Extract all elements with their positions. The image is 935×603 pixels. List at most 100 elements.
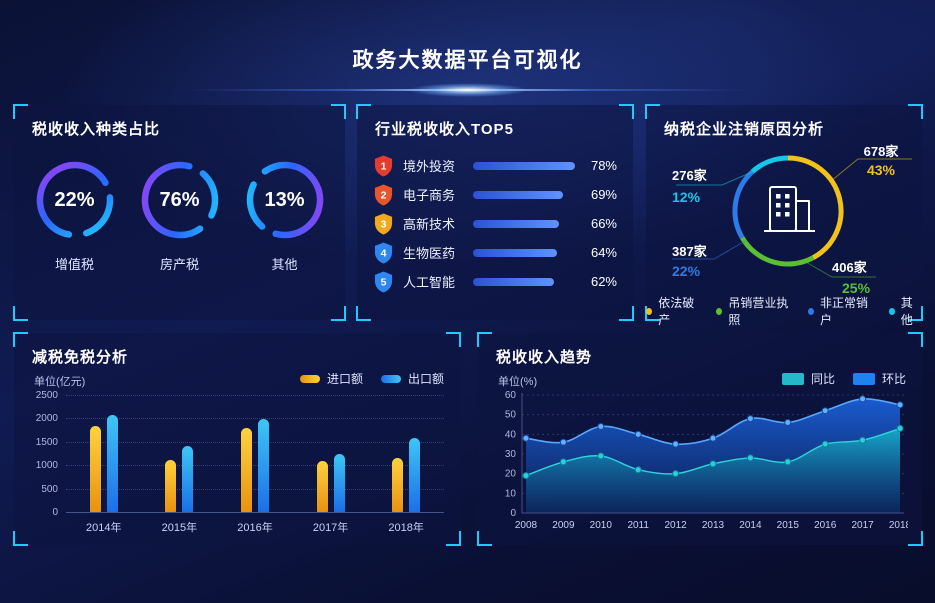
donut-ring: 13% [242, 157, 328, 243]
top5-list: 1 境外投资 78% 2 电子商务 69% 3 高新技术 66% 4 生物医药 64% 5 人工智能 62% [373, 151, 617, 296]
top5-bar-track [473, 277, 575, 286]
unit-label-yuan: 单位(亿元) [34, 376, 86, 388]
pie-callout-percent: 43% [866, 162, 896, 178]
donut-label: 房产税 [159, 257, 199, 272]
pie-slice-吊销营业执照 [739, 236, 815, 267]
top5-bar [473, 277, 555, 286]
panel-industry-top5: 行业税收收入TOP5 1 境外投资 78% 2 电子商务 69% 3 高新技术 66% 4 生物医药… [356, 104, 634, 321]
svg-text:2012: 2012 [664, 520, 687, 531]
legend-item-其他[interactable]: 其他 [888, 294, 922, 328]
rank-shield-icon: 4 [373, 241, 394, 265]
corner-bracket [908, 332, 923, 347]
panel-title: 减税免税分析 [32, 349, 129, 366]
corner-bracket [645, 104, 660, 119]
svg-text:0: 0 [510, 508, 516, 519]
area-chart-legend: 同比 环比 [781, 370, 906, 387]
legend-item-依法破产[interactable]: 依法破产 [646, 294, 701, 328]
svg-text:60: 60 [505, 391, 517, 401]
area-chart: 0 10 20 30 40 50 60 2008 2009 2010 2011 2012 2013 201… [492, 390, 912, 538]
legend-swatch [852, 372, 875, 385]
bar-出口额 [182, 446, 194, 512]
legend-label: 吊销营业执照 [728, 296, 789, 327]
pie-slice-非正常销户 [732, 169, 755, 239]
svg-text:3: 3 [381, 218, 387, 230]
pie-callout-count: 276家 [672, 168, 707, 183]
x-tick-label: 2015年 [161, 522, 198, 534]
corner-bracket [13, 332, 28, 347]
bar-进口额 [89, 426, 101, 512]
rank-shield-icon: 1 [373, 154, 394, 178]
legend-label: 出口额 [407, 372, 444, 386]
panel-title: 纳税企业注销原因分析 [664, 121, 825, 138]
top5-bar-track [473, 161, 575, 170]
svg-text:50: 50 [505, 410, 517, 421]
donut-ring: 22% [32, 157, 118, 243]
svg-text:2016: 2016 [814, 520, 837, 531]
top5-row: 4 生物医药 64% [373, 238, 617, 267]
donut-label: 增值税 [54, 257, 94, 272]
top5-value: 78% [590, 158, 617, 173]
top5-row: 3 高新技术 66% [373, 209, 617, 238]
top5-label: 电子商务 [403, 188, 456, 203]
corner-bracket [356, 306, 371, 321]
top5-value: 64% [590, 245, 617, 260]
bar-出口额 [409, 438, 421, 512]
pie-callout-count: 678家 [863, 144, 899, 159]
legend-item-进口额[interactable]: 进口额 [299, 370, 363, 387]
corner-bracket [13, 531, 28, 546]
legend-dot [888, 307, 895, 315]
corner-bracket [331, 104, 346, 119]
rank-shield-icon: 5 [373, 270, 394, 294]
top5-label: 生物医药 [403, 246, 456, 261]
y-tick-label: 2500 [35, 390, 58, 401]
x-axis-labels: 2014年 2015年 2016年 2017年 2018年 [66, 517, 444, 535]
panel-deregistration-reasons: 纳税企业注销原因分析 678家 43% 406家 25% 387家 22% 276家 12% … [645, 104, 923, 327]
gridline [66, 418, 444, 420]
bar-chart-legend: 进口额 出口额 [299, 370, 444, 387]
x-tick-label: 2014年 [86, 522, 122, 534]
legend-item-吊销营业执照[interactable]: 吊销营业执照 [716, 294, 793, 328]
y-tick-label: 500 [41, 483, 58, 495]
corner-bracket [477, 531, 492, 546]
gridline [66, 395, 444, 396]
legend-item-非正常销户[interactable]: 非正常销户 [807, 294, 874, 328]
legend-label: 依法破产 [658, 296, 695, 327]
pie-callout-percent: 12% [672, 189, 701, 205]
area-canvas: 0 10 20 30 40 50 60 2008 2009 2010 2011 2012 2013 201… [505, 390, 912, 531]
donut-row: 22% 增值税 76% 房产税 13% 其他 [14, 157, 345, 273]
svg-text:2015: 2015 [777, 520, 800, 531]
svg-text:20: 20 [505, 469, 517, 480]
svg-text:40: 40 [505, 429, 517, 440]
corner-bracket [908, 531, 923, 546]
donut-value: 76% [159, 188, 200, 211]
svg-text:30: 30 [505, 449, 517, 460]
legend-dot [807, 307, 814, 315]
legend-swatch [781, 372, 804, 385]
grouped-bar-chart: 0 500 1000 1500 2000 2500 2014年 2015年 2016年 2017年… [30, 390, 448, 535]
bar-group-2017年 [316, 395, 345, 512]
donut-房产税: 76% 房产税 [132, 157, 228, 273]
top5-row: 1 境外投资 78% [373, 151, 617, 180]
legend-item-同比[interactable]: 同比 [781, 370, 835, 387]
y-axis-labels: 0 500 1000 1500 2000 2500 [30, 390, 60, 518]
bar-进口额 [165, 459, 177, 512]
rank-shield-icon: 3 [373, 212, 394, 236]
bar-出口额 [106, 414, 118, 512]
donut-value: 13% [264, 188, 305, 211]
panel-revenue-trend: 税收收入趋势 单位(%) 同比 环比 0 10 20 30 40 50 60 2008 2009 2… [477, 332, 923, 546]
svg-text:2018: 2018 [889, 520, 908, 531]
plot-area [66, 395, 444, 513]
x-tick-label: 2018年 [388, 522, 424, 534]
svg-text:2011: 2011 [627, 520, 649, 531]
legend-item-环比[interactable]: 环比 [852, 370, 906, 387]
legend-item-出口额[interactable]: 出口额 [380, 370, 444, 387]
donut-value: 22% [54, 188, 95, 211]
corner-bracket [619, 306, 634, 321]
svg-text:2009: 2009 [552, 520, 575, 531]
bar-group-2016年 [240, 395, 269, 512]
pie-callout-count: 406家 [832, 260, 867, 275]
bar-进口额 [240, 428, 252, 512]
top5-row: 2 电子商务 69% [373, 180, 617, 209]
bar-进口额 [316, 461, 328, 512]
panel-tax-reduction-analysis: 减税免税分析 单位(亿元) 进口额 出口额 0 500 1000 1500 2000 250… [13, 332, 461, 546]
